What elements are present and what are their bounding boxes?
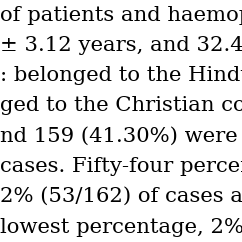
Text: of patients and haemoph: of patients and haemoph [0,6,242,25]
Text: ged to the Christian comm: ged to the Christian comm [0,96,242,115]
Text: cases. Fifty-four percent o: cases. Fifty-four percent o [0,157,242,176]
Text: nd 159 (41.30%) were from: nd 159 (41.30%) were from [0,127,242,146]
Text: ± 3.12 years, and 32.47%: ± 3.12 years, and 32.47% [0,36,242,55]
Text: : belonged to the Hindu re: : belonged to the Hindu re [0,66,242,85]
Text: 2% (53/162) of cases amo: 2% (53/162) of cases amo [0,187,242,206]
Text: lowest percentage, 2% (1: lowest percentage, 2% (1 [0,217,242,237]
